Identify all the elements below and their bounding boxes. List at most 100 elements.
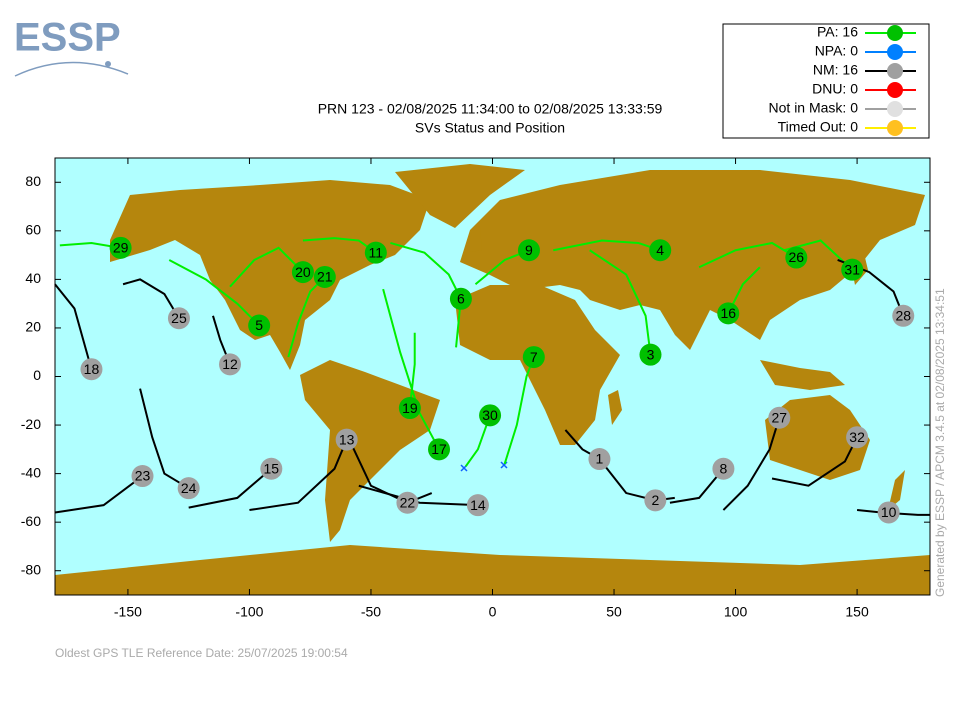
britain: [470, 228, 482, 252]
legend-marker: [887, 120, 903, 136]
track: [229, 246, 304, 288]
side-note: Generated by ESSP / APCM 3.4.5 at 02/08/…: [933, 288, 947, 597]
track: [168, 259, 260, 327]
x-tick-label: 50: [606, 604, 622, 620]
sv-marker: [131, 465, 154, 488]
x-tick-label: -100: [235, 604, 263, 620]
sv-label: 16: [720, 305, 736, 321]
new-zealand: [888, 470, 905, 510]
x-tick-label: 100: [724, 604, 748, 620]
sv-marker: [522, 346, 545, 369]
sv-marker: [892, 304, 915, 327]
sv-label: 1: [596, 451, 604, 467]
sv-label: 30: [482, 407, 498, 423]
track: [408, 332, 416, 409]
legend-label: Not in Mask: 0: [769, 100, 859, 116]
sv-marker: [248, 314, 271, 337]
x-tick-label: -50: [361, 604, 381, 620]
y-tick-label: -80: [21, 561, 41, 577]
antarctica: [55, 545, 930, 595]
track: [188, 467, 272, 509]
y-tick-label: -60: [21, 513, 41, 529]
sv-marker: [396, 491, 419, 514]
legend-label: PA: 16: [817, 24, 858, 40]
track: [464, 415, 492, 467]
sv-label: 4: [656, 242, 664, 258]
sv-label: 27: [772, 409, 788, 425]
legend-marker: [887, 25, 903, 41]
sv-label: 12: [222, 356, 238, 372]
chart-title: PRN 123 - 02/08/2025 11:34:00 to 02/08/2…: [318, 101, 663, 117]
legend-marker: [887, 82, 903, 98]
sv-label: 22: [400, 494, 416, 510]
x-tick-label: 0: [489, 604, 497, 620]
sv-label: 29: [113, 240, 129, 256]
track: [771, 436, 858, 487]
track: [139, 388, 190, 490]
sv-label: 19: [402, 400, 418, 416]
y-tick-label: 0: [33, 367, 41, 383]
indonesia: [760, 360, 845, 390]
legend-label: DNU: 0: [812, 81, 858, 97]
sv-marker: [109, 236, 132, 259]
logo-dot: [105, 61, 111, 67]
sv-label: 9: [525, 242, 533, 258]
sv-label: 11: [369, 244, 384, 260]
track: [358, 484, 478, 507]
legend-label: NM: 16: [813, 62, 858, 78]
legend-marker: [887, 101, 903, 117]
track: [553, 239, 661, 252]
sv-marker: [219, 353, 241, 376]
sv-marker: [167, 307, 190, 330]
sv-label: 3: [647, 346, 655, 362]
sv-marker: [364, 241, 387, 264]
sv-marker: [466, 494, 489, 517]
sv-marker: [335, 428, 358, 451]
sv-marker: [80, 358, 103, 381]
plot-area: [54, 157, 931, 596]
sv-marker: [260, 457, 283, 480]
sv-marker: [449, 287, 472, 310]
sv-label: 5: [255, 317, 263, 333]
sv-label: 31: [844, 261, 860, 277]
x-tick-label: -150: [114, 604, 142, 620]
sv-label: 14: [470, 497, 486, 513]
sv-label: 6: [457, 291, 465, 307]
track: [856, 509, 930, 516]
legend: [722, 23, 930, 139]
track: [54, 283, 93, 370]
sv-marker: [717, 302, 740, 325]
track: [249, 439, 348, 512]
legend-marker: [887, 63, 903, 79]
sv-marker: [768, 406, 791, 429]
y-tick-label: 20: [25, 319, 41, 335]
sv-marker: [479, 404, 502, 427]
legend-label: Timed Out: 0: [778, 119, 859, 135]
sv-label: 18: [84, 361, 100, 377]
tracks: [54, 237, 930, 516]
event-marker: [500, 461, 508, 469]
sv-label: 25: [171, 310, 187, 326]
track: [698, 241, 797, 269]
sv-label: 32: [849, 429, 865, 445]
sv-marker: [649, 239, 672, 262]
chart-subtitle: SVs Status and Position: [415, 120, 565, 136]
y-tick-label: 80: [25, 173, 41, 189]
sv-label: 23: [135, 468, 151, 484]
north-america: [110, 180, 430, 370]
track: [122, 278, 180, 319]
track: [382, 288, 440, 450]
sv-marker: [428, 438, 451, 461]
sv-label: 8: [720, 460, 728, 476]
land: [55, 164, 930, 595]
sv-marker: [846, 426, 869, 449]
sv-marker: [291, 261, 314, 284]
sv-marker: [644, 489, 667, 512]
sv-label: 7: [530, 349, 538, 365]
track: [54, 475, 144, 514]
sv-marker: [712, 457, 735, 480]
sv-label: 20: [295, 264, 311, 280]
track: [589, 249, 652, 355]
